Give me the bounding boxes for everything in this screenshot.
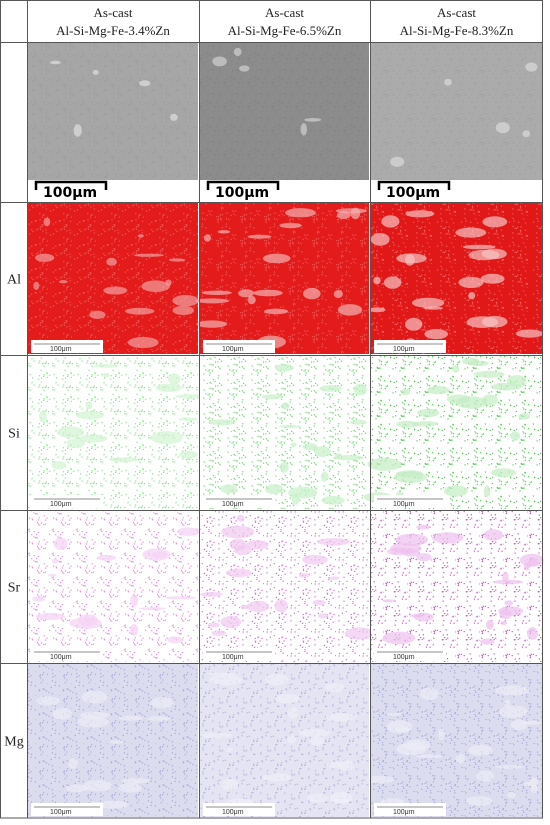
column-alloy: Al-Si-Mg-Fe-6.5%Zn (228, 23, 342, 38)
micrograph (28, 356, 206, 509)
row-label: Sr (8, 581, 21, 596)
column-title: As-cast (437, 5, 476, 20)
micrograph (28, 43, 198, 201)
micrograph (28, 664, 198, 817)
micrograph (363, 356, 542, 509)
micrograph (200, 511, 376, 662)
scale-bar-label: 100μm (393, 809, 415, 816)
scale-bar (377, 180, 451, 190)
scale-bar-label: 100μm (393, 346, 415, 353)
scale-bar-label: 100μm (50, 654, 72, 661)
micrograph (368, 203, 544, 354)
micrograph (371, 511, 544, 662)
micrograph (366, 664, 542, 817)
scale-bar-label: 100μm (215, 185, 269, 201)
scale-bar-label: 100μm (222, 346, 244, 353)
scale-bar-label: 100μm (50, 346, 72, 353)
micrograph (371, 43, 542, 201)
micrograph (28, 511, 201, 662)
micrograph (200, 356, 369, 509)
column-title: As-cast (94, 5, 133, 20)
micrograph (28, 203, 199, 354)
row-label: Mg (4, 735, 23, 750)
scale-bar-label: 100μm (50, 501, 72, 508)
micrograph (200, 664, 369, 817)
micrograph (200, 43, 369, 201)
scale-bar-label: 100μm (43, 185, 97, 201)
scale-bar (34, 180, 108, 190)
scale-bar (206, 180, 280, 190)
scale-bar-label: 100μm (393, 501, 415, 508)
column-title: As-cast (265, 5, 304, 20)
micrograph (195, 203, 369, 354)
scale-bar-label: 100μm (222, 809, 244, 816)
column-alloy: Al-Si-Mg-Fe-8.3%Zn (400, 23, 514, 38)
row-label: Al (7, 273, 21, 288)
scale-bar-label: 100μm (50, 809, 72, 816)
scale-bar-label: 100μm (222, 654, 244, 661)
scale-bar-label: 100μm (386, 185, 440, 201)
column-alloy: Al-Si-Mg-Fe-3.4%Zn (56, 23, 170, 38)
row-label: Si (8, 427, 20, 442)
scale-bar-label: 100μm (222, 501, 244, 508)
scale-bar-label: 100μm (393, 654, 415, 661)
